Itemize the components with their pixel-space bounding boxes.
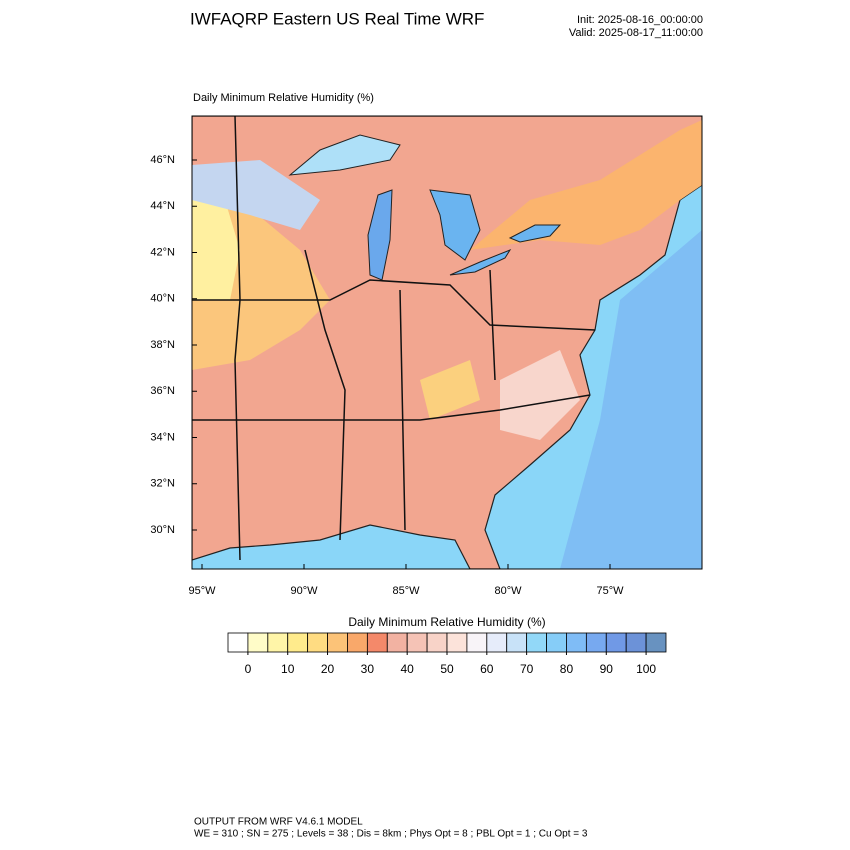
lat-label: 38°N <box>150 339 175 351</box>
colorbar-box <box>366 632 388 653</box>
map-field <box>192 116 702 569</box>
colorbar-box <box>247 632 269 653</box>
colorbar-box <box>347 632 368 653</box>
colorbar-tick-label: 100 <box>636 662 656 676</box>
colorbar-tick-label: 30 <box>361 662 375 676</box>
lat-label: 30°N <box>150 524 175 536</box>
colorbar-tick-label: 80 <box>560 662 574 676</box>
colorbar-tick-label: 10 <box>281 662 295 676</box>
init-time: Init: 2025-08-16_00:00:00 <box>577 14 703 26</box>
colorbar-box <box>227 632 249 653</box>
state-border <box>489 269 496 381</box>
lake-erie <box>449 248 512 276</box>
moist-carolinas <box>500 350 580 440</box>
colorbar-box <box>546 632 567 653</box>
colorbar-box <box>645 632 667 653</box>
lat-labels: 46°N 44°N 42°N 40°N 38°N 36°N 34°N 32°N 30°N <box>150 154 197 536</box>
colorbar-box <box>386 632 408 653</box>
lon-label: 80°W <box>494 585 522 597</box>
footer-line: WE = 310 ; SN = 275 ; Levels = 38 ; Dis … <box>194 829 588 840</box>
colorbar-box <box>625 632 647 653</box>
state-border <box>192 394 591 421</box>
lat-label: 34°N <box>150 431 175 443</box>
moist-north <box>192 160 320 230</box>
driest-west <box>192 195 240 300</box>
title: IWFAQRP Eastern US Real Time WRF <box>190 9 484 28</box>
colorbar-box <box>267 632 289 653</box>
map-subtitle: Daily Minimum Relative Humidity (%) <box>193 92 374 104</box>
lake-superior <box>288 134 401 176</box>
colorbar-box <box>506 632 528 653</box>
lat-label: 42°N <box>150 246 175 258</box>
colorbar-tick-label: 0 <box>245 662 252 676</box>
lon-label: 90°W <box>290 585 318 597</box>
colorbar-box <box>287 632 309 653</box>
colorbar-tick-label: 70 <box>520 662 534 676</box>
colorbar-tick-label: 20 <box>321 662 335 676</box>
colorbar-tick-label: 60 <box>480 662 494 676</box>
colorbar-box <box>307 632 328 653</box>
colorbar-box <box>526 632 547 653</box>
colorbar-box <box>566 632 587 653</box>
lat-label: 44°N <box>150 200 175 212</box>
colorbar: 0 10 20 30 40 50 60 70 80 90 100 <box>227 632 667 676</box>
colorbar-tick-label: 90 <box>600 662 614 676</box>
state-border <box>234 116 241 561</box>
lon-labels: 95°W 90°W 85°W 80°W 75°W <box>188 564 624 597</box>
lat-label: 40°N <box>150 293 175 305</box>
lat-label: 46°N <box>150 154 175 166</box>
colorbar-tick-label: 50 <box>440 662 454 676</box>
map-frame <box>191 115 703 570</box>
lon-label: 95°W <box>188 585 216 597</box>
lat-label: 36°N <box>150 385 175 397</box>
colorbar-box <box>585 632 607 653</box>
colorbar-tick-label: 40 <box>401 662 415 676</box>
dry-appalachia <box>420 360 480 420</box>
state-border <box>304 249 346 541</box>
footer-line: OUTPUT FROM WRF V4.6.1 MODEL <box>194 817 363 828</box>
dry-northeast <box>470 120 702 250</box>
colorbar-box <box>426 632 448 653</box>
valid-time: Valid: 2025-08-17_11:00:00 <box>569 27 703 39</box>
lat-label: 32°N <box>150 478 175 490</box>
state-border <box>399 289 406 531</box>
lon-label: 75°W <box>596 585 624 597</box>
ocean-band <box>560 230 702 569</box>
colorbar-box <box>486 632 508 653</box>
lon-label: 85°W <box>392 585 420 597</box>
lake-ontario <box>508 224 562 243</box>
colorbar-box <box>406 632 428 653</box>
colorbar-title: Daily Minimum Relative Humidity (%) <box>348 615 545 629</box>
state-border <box>192 279 596 331</box>
lake-huron <box>429 189 481 261</box>
colorbar-box <box>327 632 348 653</box>
colorbar-box <box>446 632 468 653</box>
colorbar-box <box>466 632 488 653</box>
colorbar-box <box>605 632 627 653</box>
